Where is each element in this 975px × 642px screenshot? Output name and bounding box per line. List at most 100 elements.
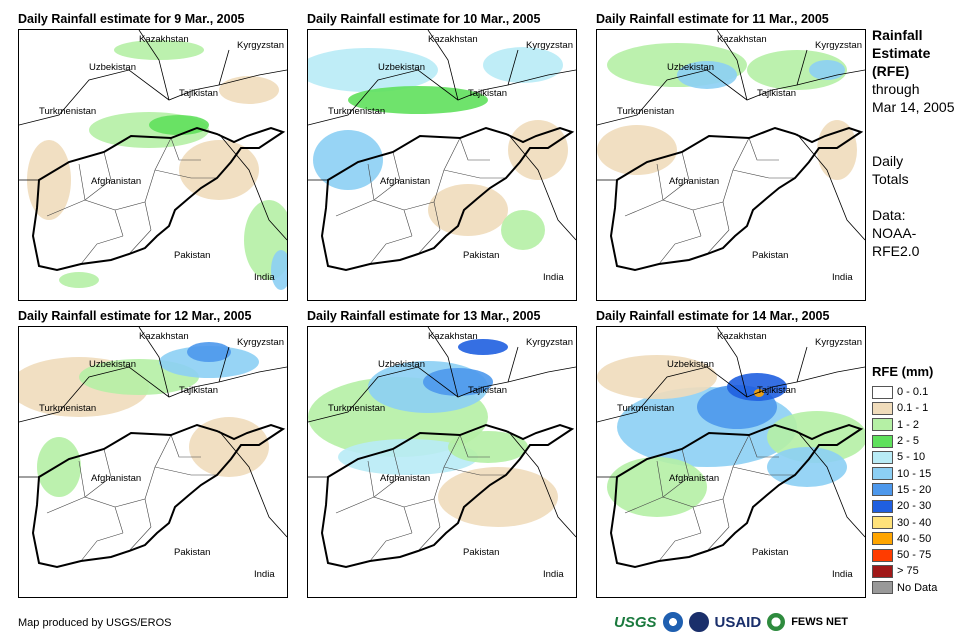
country-label-afghanistan: Afghanistan xyxy=(380,176,431,187)
legend-item: No Data xyxy=(872,580,937,596)
legend-swatch xyxy=(872,434,893,448)
country-label-tajikistan: Tajikistan xyxy=(468,88,508,99)
legend-swatch xyxy=(872,581,893,595)
province-border xyxy=(80,235,124,265)
province-border xyxy=(114,201,152,231)
legend-label: 10 - 15 xyxy=(897,467,932,480)
legend-label: No Data xyxy=(897,581,938,594)
rainfall-area xyxy=(747,50,847,90)
country-label-kyrgyzstan: Kyrgyzstan xyxy=(526,40,573,51)
country-label-kyrgyzstan: Kyrgyzstan xyxy=(815,337,862,348)
rainfall-area xyxy=(483,47,563,83)
province-border xyxy=(373,448,401,498)
country-border xyxy=(796,430,865,538)
rainfall-area xyxy=(428,184,508,236)
province-border xyxy=(84,448,112,498)
province-border xyxy=(443,169,506,179)
country-label-kyrgyzstan: Kyrgyzstan xyxy=(237,40,284,51)
panel-title: Daily Rainfall estimate for 14 Mar., 200… xyxy=(596,309,830,323)
afghanistan-border xyxy=(31,423,286,569)
country-label-india: India xyxy=(832,569,853,580)
map-canvas xyxy=(597,327,865,569)
country-label-tajikistan: Tajikistan xyxy=(468,385,508,396)
afghanistan-border xyxy=(609,126,864,272)
country-label-kyrgyzstan: Kyrgyzstan xyxy=(237,337,284,348)
country-border xyxy=(427,327,459,398)
country-label-india: India xyxy=(254,569,275,580)
country-label-kyrgyzstan: Kyrgyzstan xyxy=(526,337,573,348)
rainfall-area xyxy=(677,61,737,89)
legend-swatch xyxy=(872,564,893,578)
province-border xyxy=(403,498,441,528)
country-border xyxy=(138,327,170,398)
country-label-turkmenistan: Turkmenistan xyxy=(39,403,97,414)
rainfall-map: Kazakhstan Kyrgyzstan Uzbekistan Tajikistan… xyxy=(307,29,577,301)
province-border xyxy=(748,434,779,458)
rainfall-area xyxy=(809,60,845,80)
rainfall-map: Kazakhstan Kyrgyzstan Uzbekistan Tajikistan… xyxy=(18,326,288,598)
country-border xyxy=(796,49,808,86)
country-border xyxy=(218,49,230,86)
country-label-kazakhstan: Kazakhstan xyxy=(717,34,767,45)
logos: USGS USAID FEWS NET xyxy=(614,612,848,632)
province-border xyxy=(369,532,413,562)
legend-item: 50 - 75 xyxy=(872,547,937,563)
province-border xyxy=(128,229,152,255)
legend: 0 - 0.1 0.1 - 1 1 - 2 2 - 5 5 - 10 10 - 15 15 … xyxy=(872,384,937,596)
country-label-turkmenistan: Turkmenistan xyxy=(617,106,675,117)
panel-title: Daily Rainfall estimate for 13 Mar., 200… xyxy=(307,309,541,323)
legend-item: 1 - 2 xyxy=(872,417,937,433)
province-border xyxy=(748,137,779,161)
rainfall-area xyxy=(149,115,209,135)
rainfall-area xyxy=(607,457,707,517)
rainfall-area xyxy=(423,368,493,396)
country-label-uzbekistan: Uzbekistan xyxy=(378,62,425,73)
legend-swatch xyxy=(872,401,893,415)
legend-swatch xyxy=(872,548,893,562)
province-border xyxy=(459,137,490,161)
sidebar-heading: Rainfall xyxy=(872,27,923,43)
rainfall-area xyxy=(448,431,528,463)
country-border xyxy=(796,133,865,241)
afghanistan-border xyxy=(609,423,864,569)
province-border xyxy=(78,460,124,534)
rainfall-map: Kazakhstan Kyrgyzstan Uzbekistan Tajikistan… xyxy=(596,326,866,598)
rainfall-area xyxy=(767,447,847,487)
map-canvas xyxy=(19,327,287,569)
rainfall-area xyxy=(727,373,787,401)
country-label-pakistan: Pakistan xyxy=(752,250,789,261)
country-label-uzbekistan: Uzbekistan xyxy=(667,359,714,370)
legend-label: > 75 xyxy=(897,565,919,578)
province-border xyxy=(417,526,441,552)
legend-swatch xyxy=(872,385,893,399)
province-border xyxy=(128,526,152,552)
legend-item: 40 - 50 xyxy=(872,531,937,547)
province-border xyxy=(114,498,152,528)
province-border xyxy=(417,229,441,255)
rainfall-area xyxy=(458,339,508,355)
province-border xyxy=(722,137,750,203)
panel-title: Daily Rainfall estimate for 12 Mar., 200… xyxy=(18,309,252,323)
province-border xyxy=(656,163,702,237)
panel-title: Daily Rainfall estimate for 10 Mar., 200… xyxy=(307,12,541,26)
sidebar-info: Rainfall Estimate (RFE) through Mar 14, … xyxy=(872,26,972,260)
country-border xyxy=(218,430,287,538)
legend-label: 40 - 50 xyxy=(897,532,932,545)
legend-item: > 75 xyxy=(872,563,937,579)
sidebar-data: RFE2.0 xyxy=(872,243,920,259)
legend-label: 15 - 20 xyxy=(897,483,932,496)
country-border xyxy=(507,430,576,538)
legend-title: RFE (mm) xyxy=(872,364,934,379)
country-label-uzbekistan: Uzbekistan xyxy=(667,62,714,73)
sidebar-heading: (RFE) xyxy=(872,63,910,79)
province-border xyxy=(46,496,86,514)
legend-swatch xyxy=(872,516,893,530)
country-label-india: India xyxy=(254,272,275,283)
country-border xyxy=(796,346,808,383)
map-canvas xyxy=(308,30,576,272)
country-label-turkmenistan: Turkmenistan xyxy=(328,403,386,414)
country-label-tajikistan: Tajikistan xyxy=(757,88,797,99)
rainfall-area xyxy=(308,48,438,92)
country-label-india: India xyxy=(543,272,564,283)
country-label-india: India xyxy=(543,569,564,580)
